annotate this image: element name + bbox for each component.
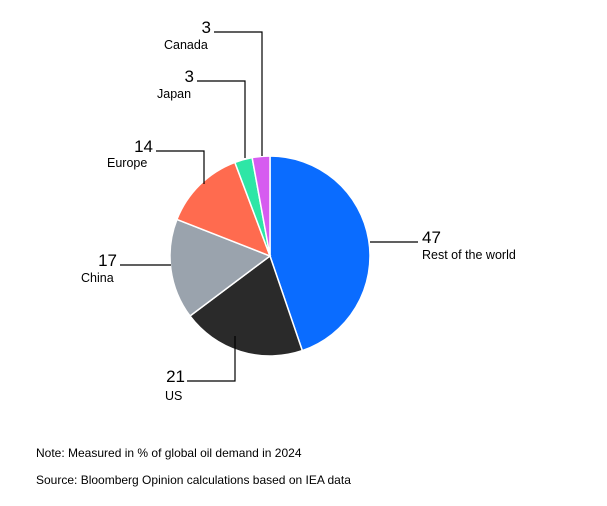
value-label-china: 17 — [98, 251, 117, 270]
value-label-us: 21 — [166, 367, 185, 386]
value-label-canada: 3 — [202, 18, 211, 37]
category-label-rest-of-the-world: Rest of the world — [422, 248, 516, 262]
pie-slice-europe — [175, 161, 272, 258]
pie-slice-us — [188, 254, 304, 357]
category-label-china: China — [81, 271, 114, 285]
pie-slice-china — [169, 218, 272, 318]
leader-line-canada — [214, 31, 263, 156]
chart-note: Note: Measured in % of global oil demand… — [36, 446, 302, 460]
category-label-us: US — [165, 389, 182, 403]
leader-line-japan — [197, 80, 246, 158]
chart-source: Source: Bloomberg Opinion calculations b… — [36, 473, 351, 487]
value-label-europe: 14 — [134, 137, 153, 156]
leader-line-europe — [156, 150, 205, 184]
pie-slices — [169, 155, 371, 357]
value-label-rest-of-the-world: 47 — [422, 228, 441, 247]
category-label-japan: Japan — [157, 87, 191, 101]
pie-slice-canada — [251, 155, 271, 257]
leader-line-us — [187, 336, 236, 382]
leader-lines — [120, 31, 418, 382]
category-label-canada: Canada — [164, 38, 208, 52]
category-label-europe: Europe — [107, 156, 147, 170]
value-label-japan: 3 — [185, 67, 194, 86]
pie-slice-rest-of-the-world — [269, 155, 371, 352]
